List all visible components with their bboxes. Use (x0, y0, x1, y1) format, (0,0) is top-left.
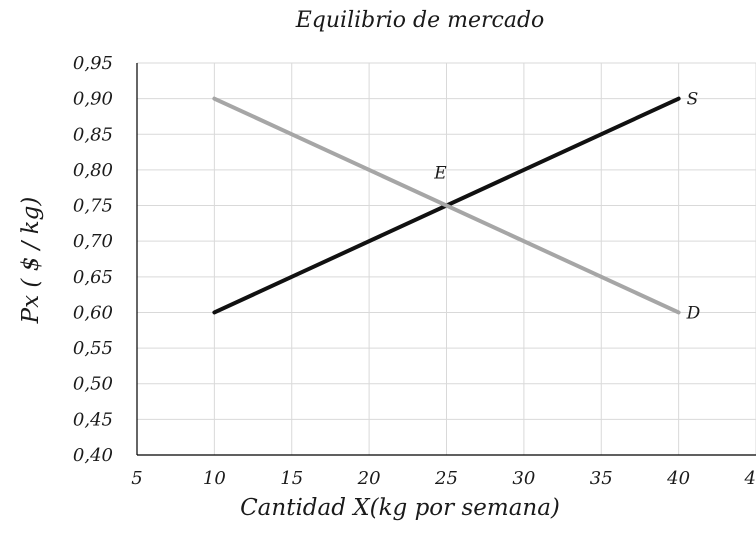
x-tick-label: 20 (357, 468, 381, 489)
y-tick-label: 0,80 (73, 160, 113, 181)
equilibrium-label: E (433, 164, 447, 184)
x-tick-labels: 5 10 15 20 25 30 35 40 45 (131, 468, 756, 489)
y-tick-label: 0,90 (73, 89, 113, 110)
y-tick-label: 0,85 (73, 124, 113, 145)
series (212, 96, 681, 315)
series-label-D: D (686, 303, 701, 323)
y-tick-label: 0,40 (73, 445, 113, 466)
y-tick-label: 0,45 (73, 409, 113, 430)
y-tick-label: 0,65 (73, 267, 113, 288)
y-axis-title: Px ( $ / kg) (18, 197, 44, 325)
x-tick-label: 5 (131, 468, 142, 489)
x-tick-label: 30 (512, 468, 535, 489)
y-tick-label: 0,60 (73, 302, 113, 323)
y-tick-label: 0,95 (73, 53, 113, 74)
x-axis-title: Cantidad X(kg por semana) (240, 495, 560, 521)
grid (137, 62, 756, 455)
y-tick-label: 0,70 (73, 231, 113, 252)
axes (136, 63, 756, 456)
y-tick-label: 0,75 (73, 196, 113, 217)
y-tick-label: 0,50 (73, 374, 113, 395)
series-labels: S D E (433, 90, 700, 324)
x-tick-label: 25 (434, 468, 458, 489)
x-tick-label: 45 (744, 468, 756, 489)
series-label-S: S (687, 90, 699, 110)
chart-title: Equilibrio de mercado (295, 8, 545, 33)
series-line-D (212, 96, 681, 315)
x-tick-label: 10 (203, 468, 226, 489)
x-tick-label: 15 (280, 468, 303, 489)
x-tick-label: 35 (590, 468, 613, 489)
x-tick-label: 40 (666, 468, 690, 489)
y-tick-label: 0,55 (73, 338, 113, 359)
y-tick-labels: 0,40 0,45 0,50 0,55 0,60 0,65 0,70 0,75 0,80 0,85… (73, 53, 113, 466)
